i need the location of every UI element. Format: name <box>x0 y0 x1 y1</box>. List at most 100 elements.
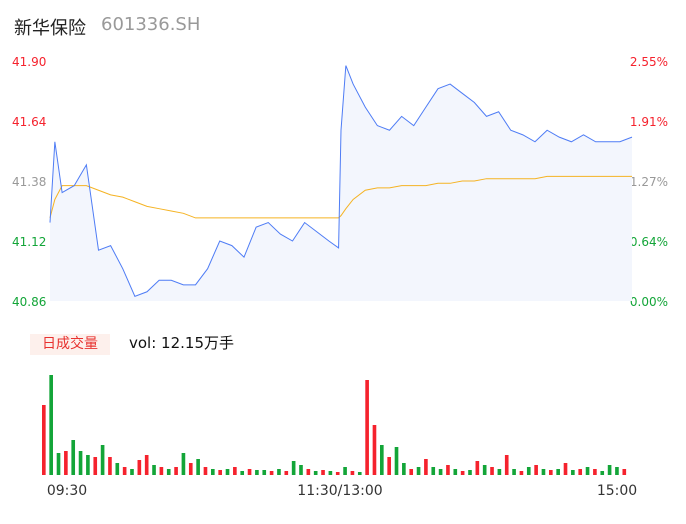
volume-bar <box>519 471 524 475</box>
volume-bar <box>357 472 362 475</box>
y-tick-left: 41.12 <box>12 235 46 249</box>
volume-bar <box>100 445 105 475</box>
volume-bar <box>284 471 289 475</box>
volume-bar <box>424 459 428 475</box>
volume-bar <box>615 467 619 475</box>
volume-bar <box>379 445 384 475</box>
volume-bar <box>71 440 76 475</box>
volume-bar <box>453 469 458 475</box>
y-tick-right: 1.91% <box>630 115 668 129</box>
volume-bar <box>541 469 546 475</box>
y-tick-right: 1.27% <box>630 175 668 189</box>
volume-bar <box>255 470 259 475</box>
volume-bar <box>394 447 399 475</box>
x-tick: 09:30 <box>47 483 87 499</box>
volume-bar <box>137 460 142 475</box>
volume-tag[interactable]: 日成交量 <box>30 334 110 355</box>
y-tick-right: 0.00% <box>630 295 668 309</box>
volume-bar <box>387 457 391 475</box>
y-tick-left: 41.38 <box>12 175 46 189</box>
volume-bar <box>328 471 333 475</box>
volume-bar <box>571 470 575 475</box>
volume-bar <box>115 463 120 475</box>
volume-bar <box>556 469 560 475</box>
volume-bar <box>365 380 369 475</box>
volume-bar <box>42 405 46 475</box>
volume-bar <box>277 469 281 475</box>
volume-bar <box>438 469 443 475</box>
volume-bar <box>49 375 53 475</box>
volume-bar <box>130 469 134 475</box>
volume-bar <box>460 471 465 475</box>
x-tick: 11:30/13:00 <box>297 483 382 499</box>
volume-bar <box>203 467 208 475</box>
volume-bar <box>446 465 450 475</box>
volume-bar <box>563 463 568 475</box>
y-tick-left: 41.64 <box>12 115 46 129</box>
volume-bar <box>512 469 516 475</box>
price-area <box>50 65 632 301</box>
volume-bar <box>402 463 406 475</box>
volume-bar <box>181 453 186 475</box>
volume-bar <box>247 469 252 475</box>
volume-bar <box>607 465 612 475</box>
volume-bar <box>593 469 597 475</box>
volume-bar <box>159 467 164 475</box>
volume-bar <box>409 469 414 475</box>
y-tick-left: 40.86 <box>12 295 46 309</box>
volume-bar <box>144 455 149 475</box>
volume-bar <box>225 469 230 475</box>
volume-bar <box>86 455 90 475</box>
avg-price-line <box>49 175 632 219</box>
volume-bar <box>475 461 480 475</box>
volume-bar <box>240 471 245 475</box>
volume-bar <box>431 467 436 475</box>
y-tick-left: 41.90 <box>12 55 46 69</box>
volume-bar <box>321 470 325 475</box>
volume-bar <box>504 455 509 475</box>
volume-bar <box>600 471 605 475</box>
volume-bar <box>174 467 178 475</box>
volume-bar <box>269 471 274 475</box>
volume-bar <box>313 471 318 475</box>
volume-bar <box>152 465 156 475</box>
volume-bar <box>482 465 487 475</box>
volume-bar <box>548 470 553 475</box>
volume-bar <box>166 469 171 475</box>
stock-name: 新华保险 <box>14 18 86 39</box>
volume-label: vol: 12.15万手 <box>129 334 234 352</box>
price-line <box>49 65 633 298</box>
y-tick-right: 2.55% <box>630 55 668 69</box>
volume-bar <box>64 451 68 475</box>
volume-bar <box>534 465 538 475</box>
volume-bar <box>622 469 627 475</box>
volume-bar <box>56 453 61 475</box>
volume-bar <box>468 470 472 475</box>
volume-bar <box>122 467 127 475</box>
volume-bar <box>306 469 311 475</box>
volume-bar <box>108 457 112 475</box>
volume-bar <box>93 457 98 475</box>
volume-bar <box>196 459 200 475</box>
volume-bar <box>233 467 237 475</box>
volume-bar <box>78 451 83 475</box>
volume-bar <box>416 467 421 475</box>
volume-bar <box>490 467 494 475</box>
volume-bar <box>585 467 590 475</box>
x-tick: 15:00 <box>597 483 637 499</box>
volume-bar <box>299 465 303 475</box>
volume-bar <box>188 463 193 475</box>
volume-bar <box>291 461 296 475</box>
volume-bar <box>497 469 502 475</box>
stock-code: 601336.SH <box>101 14 201 35</box>
volume-bar <box>350 471 355 475</box>
volume-bar <box>343 467 347 475</box>
volume-bar <box>526 467 531 475</box>
volume-bar <box>578 469 583 475</box>
volume-bar <box>210 469 215 475</box>
volume-bar <box>372 425 377 475</box>
y-tick-right: 0.64% <box>630 235 668 249</box>
volume-bar <box>262 470 267 475</box>
